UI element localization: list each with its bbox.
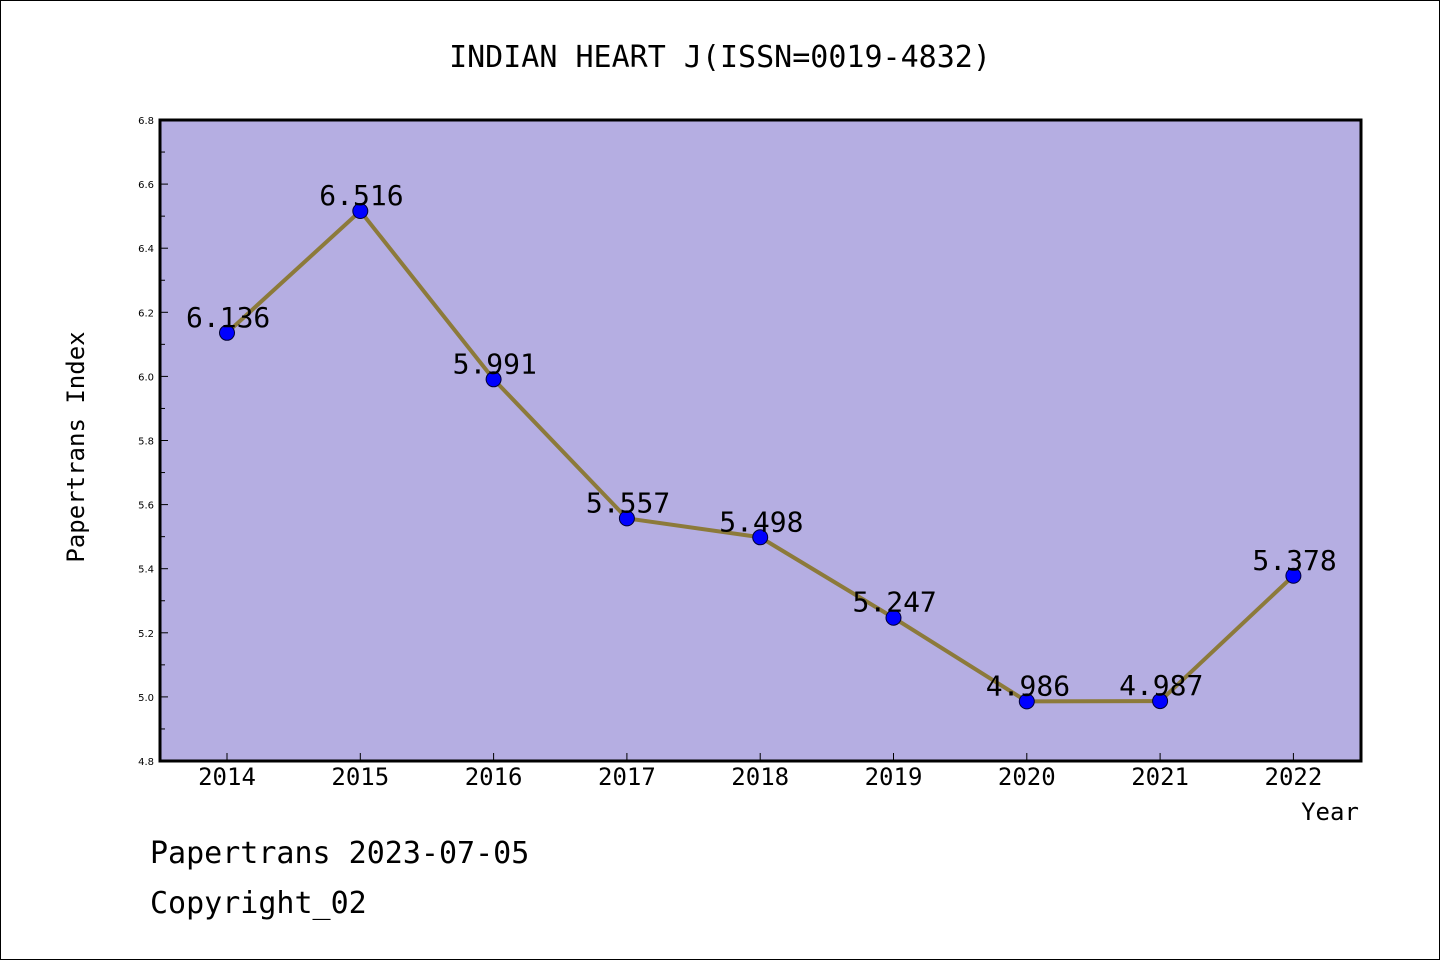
y-tick-label: 6.0 bbox=[138, 372, 154, 383]
data-point bbox=[352, 203, 369, 220]
data-label: 6.136 bbox=[186, 301, 270, 334]
x-tick-label: 2015 bbox=[331, 763, 389, 791]
plot-border bbox=[158, 118, 1363, 763]
data-point bbox=[485, 371, 502, 388]
x-tick-label: 2022 bbox=[1265, 763, 1323, 791]
data-label: 5.557 bbox=[586, 486, 670, 519]
y-tick-label: 6.8 bbox=[138, 116, 154, 127]
y-tick-label: 4.8 bbox=[138, 757, 154, 768]
y-tick-label: 5.8 bbox=[138, 437, 154, 448]
data-label: 5.247 bbox=[853, 586, 937, 619]
y-tick-label: 5.2 bbox=[138, 629, 154, 640]
data-label: 5.378 bbox=[1252, 544, 1336, 577]
data-label: 5.991 bbox=[453, 347, 537, 380]
x-tick-label: 2018 bbox=[731, 763, 789, 791]
chart-title: INDIAN HEART J(ISSN=0019-4832) bbox=[449, 40, 991, 75]
footer-copyright: Copyright_02 bbox=[150, 886, 367, 921]
y-tick-label: 6.6 bbox=[138, 180, 154, 191]
x-axis-label: Year bbox=[1301, 798, 1359, 826]
data-point bbox=[1152, 693, 1169, 710]
y-axis-label: Papertrans Index bbox=[62, 331, 90, 562]
x-tick-label: 2020 bbox=[998, 763, 1056, 791]
data-point bbox=[618, 510, 635, 527]
data-label: 5.498 bbox=[719, 505, 803, 538]
x-tick-label: 2017 bbox=[598, 763, 656, 791]
y-axis: 4.8 5.0 5.2 5.4 5.6 5.8 6.0 6.2 6.4 6.6 6.8 bbox=[138, 116, 168, 768]
data-label: 6.516 bbox=[319, 179, 403, 212]
plot-area bbox=[160, 120, 1361, 761]
data-point bbox=[752, 529, 769, 546]
x-axis: 2014 2015 2016 2017 2018 2019 2020 2021 2022 bbox=[198, 753, 1322, 791]
data-point bbox=[219, 324, 235, 341]
y-tick-label: 5.0 bbox=[138, 693, 154, 704]
y-tick-label: 5.4 bbox=[138, 565, 154, 576]
x-tick-label: 2016 bbox=[465, 763, 523, 791]
x-tick-label: 2019 bbox=[865, 763, 923, 791]
data-labels-group: 6.136 6.516 5.991 5.557 5.498 5.247 4.986 4.987… bbox=[186, 179, 1337, 702]
data-point bbox=[885, 609, 902, 626]
data-point bbox=[1018, 693, 1035, 710]
footer-date: Papertrans 2023-07-05 bbox=[150, 836, 530, 871]
data-point bbox=[1285, 567, 1302, 584]
data-label: 4.987 bbox=[1119, 669, 1203, 702]
markers-group bbox=[219, 203, 1302, 710]
y-tick-label: 6.2 bbox=[138, 308, 154, 319]
x-tick-label: 2021 bbox=[1131, 763, 1189, 791]
data-label: 4.986 bbox=[986, 669, 1070, 702]
y-tick-label: 6.4 bbox=[138, 244, 154, 255]
y-tick-label: 5.6 bbox=[138, 501, 154, 512]
x-tick-label: 2014 bbox=[198, 763, 256, 791]
